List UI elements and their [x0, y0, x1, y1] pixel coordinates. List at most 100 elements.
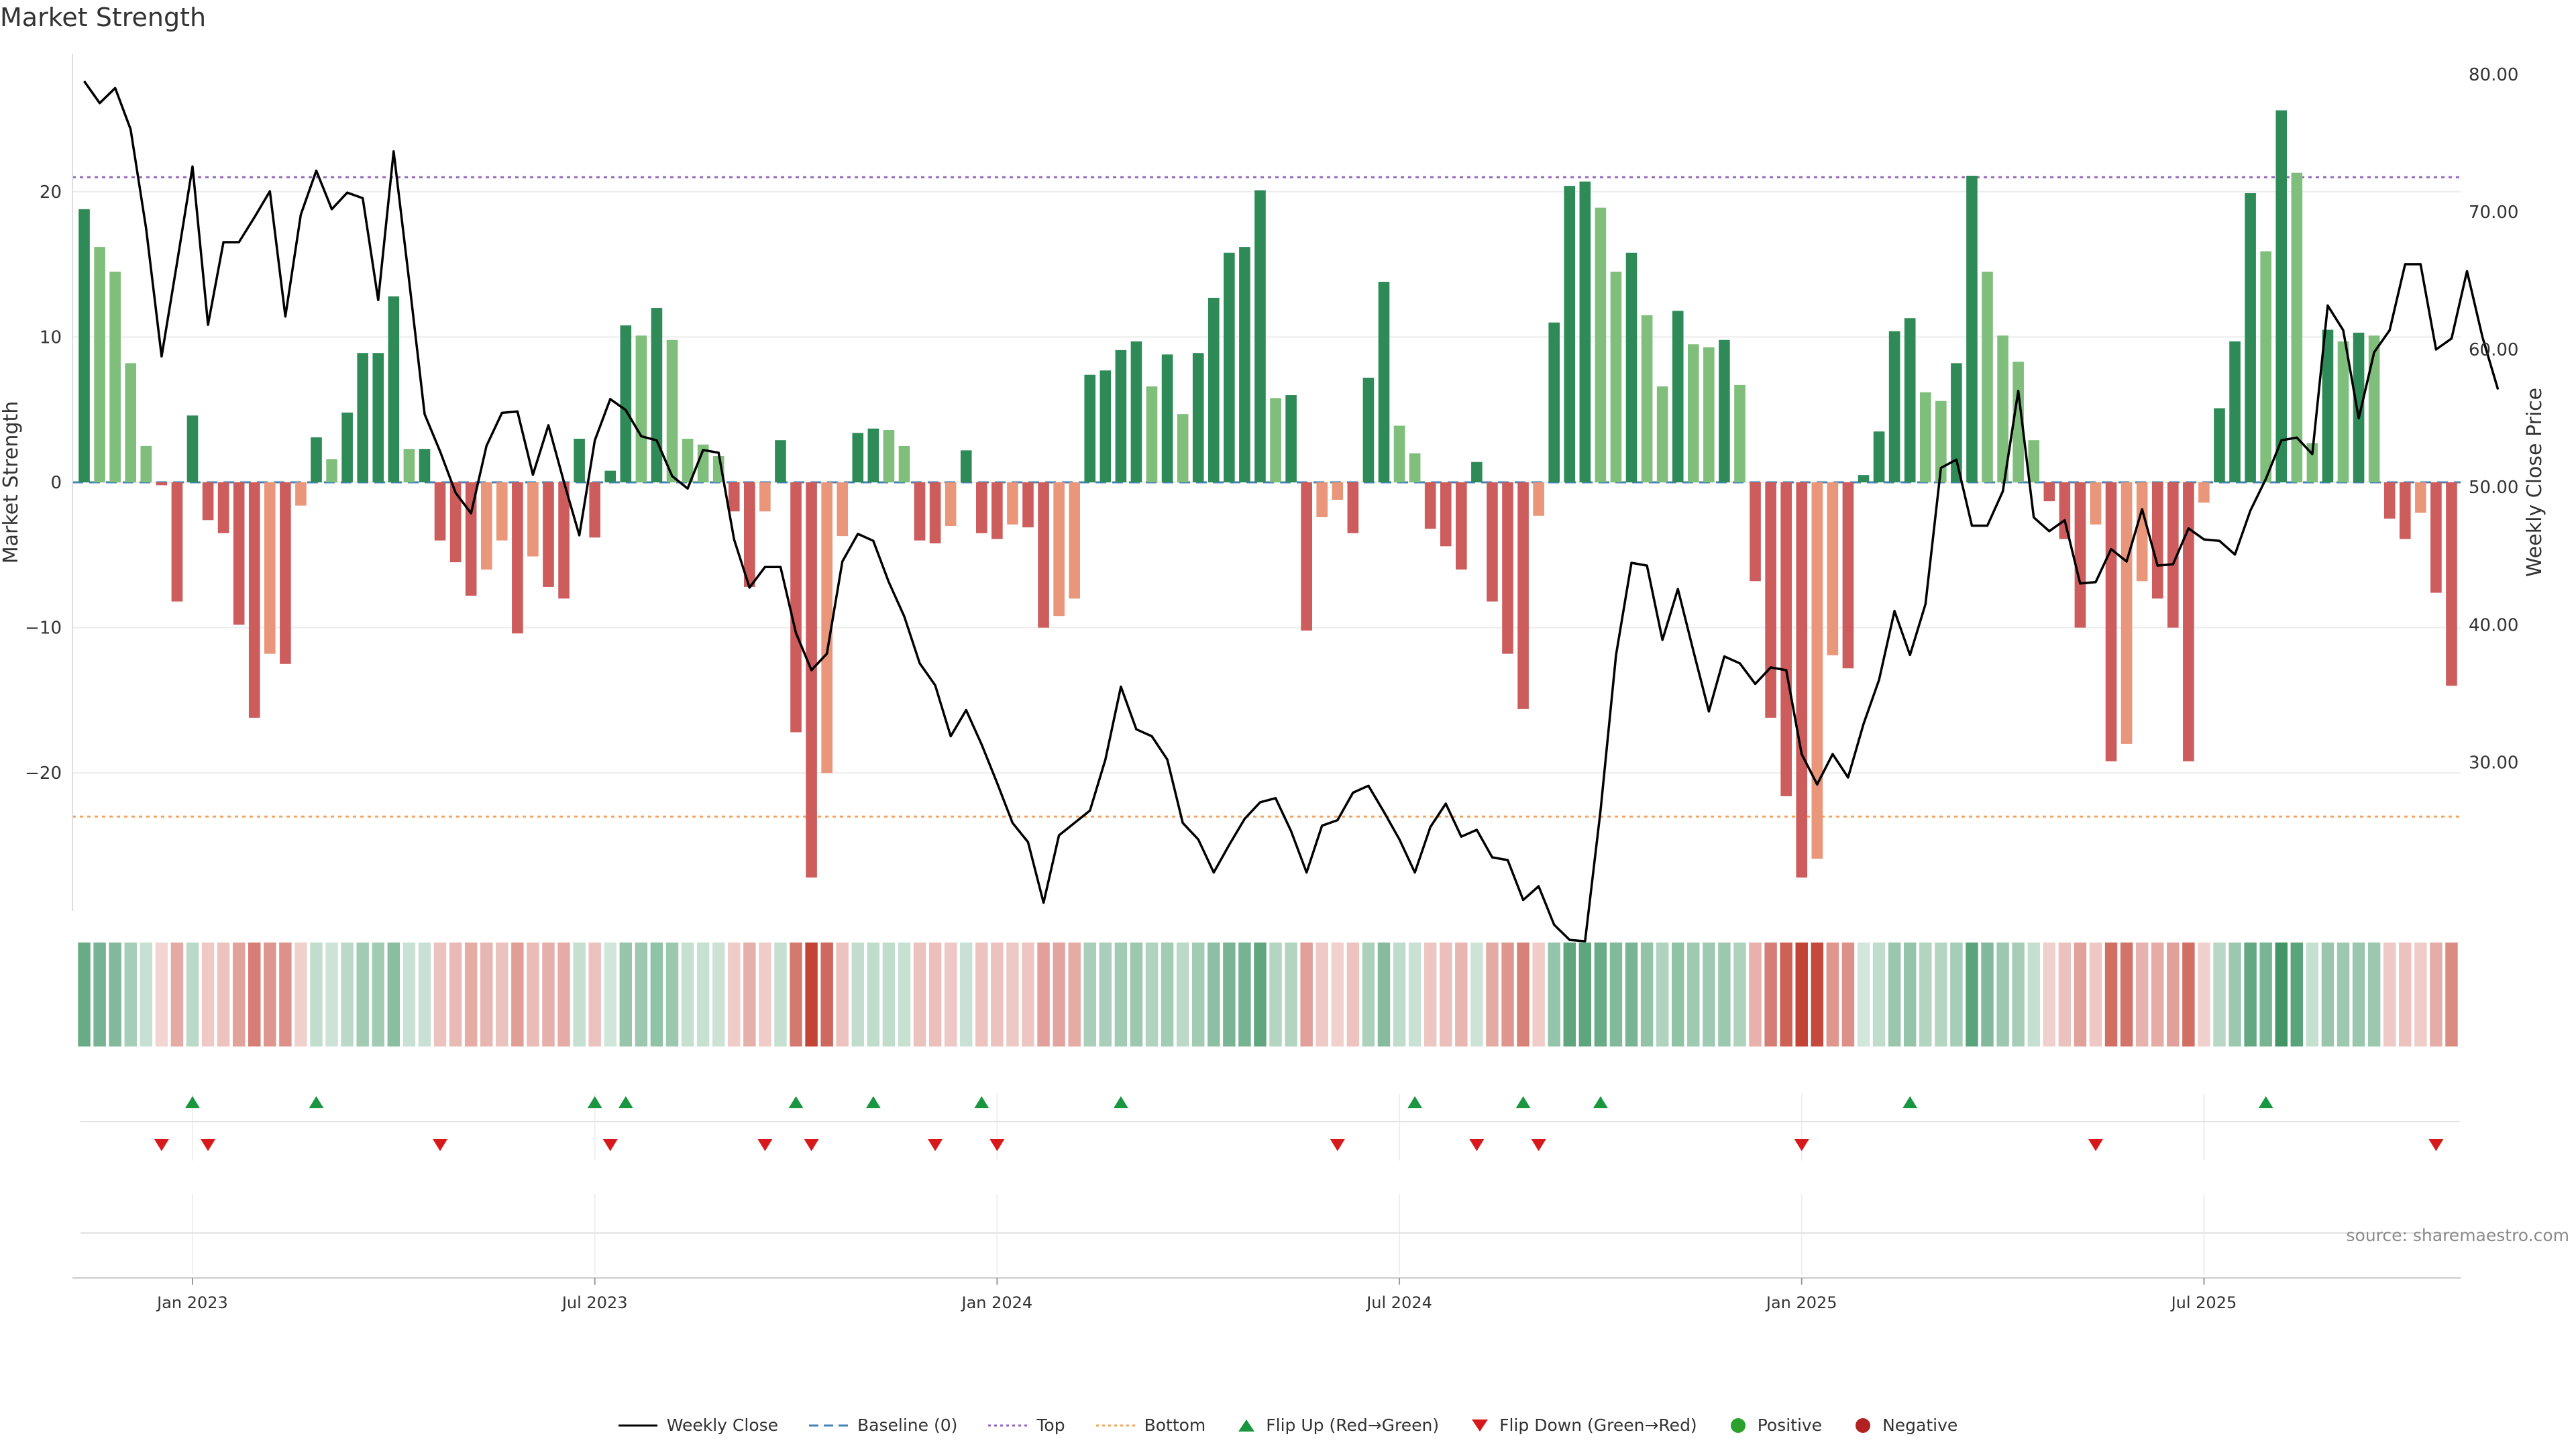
strength-bar	[2430, 482, 2442, 593]
heat-cell	[155, 943, 168, 1046]
y2-tick-label: 50.00	[2469, 478, 2518, 498]
legend-label: Baseline (0)	[857, 1415, 958, 1435]
heat-cell	[1470, 943, 1483, 1046]
strength-bar	[1719, 339, 1730, 482]
heat-cell	[1006, 943, 1019, 1046]
legend-label: Weekly Close	[666, 1415, 779, 1435]
strength-bar	[1084, 374, 1096, 482]
heat-cell	[2414, 943, 2427, 1046]
grid-lines	[72, 191, 2461, 1275]
strength-bar	[1409, 453, 1421, 482]
flip-down-marker	[154, 1139, 169, 1151]
x-tick-label: Jul 2023	[561, 1293, 628, 1312]
flip-down-marker	[201, 1139, 216, 1151]
strength-bar	[2368, 335, 2380, 482]
heat-cell	[805, 943, 818, 1046]
strength-bar	[140, 445, 152, 482]
heat-cell	[681, 943, 694, 1046]
reference-lines	[72, 176, 2461, 818]
dashed-line-swatch-icon	[809, 1424, 849, 1426]
x-tick-label: Jan 2024	[961, 1293, 1033, 1312]
heat-cell	[418, 943, 431, 1046]
heat-cell	[140, 943, 153, 1046]
heat-cell	[356, 943, 369, 1046]
y2-tick-label: 80.00	[2469, 65, 2518, 85]
heat-cell	[1223, 943, 1236, 1046]
heat-cell	[1145, 943, 1159, 1046]
heat-cell	[1671, 943, 1684, 1046]
heat-cell	[279, 943, 292, 1046]
heat-cell	[960, 943, 973, 1046]
strength-bar	[527, 482, 539, 557]
strength-bar	[1873, 431, 1885, 482]
heat-cell	[542, 943, 555, 1046]
heat-cell	[743, 943, 756, 1046]
strength-bar	[1192, 353, 1204, 482]
strength-bar	[2167, 482, 2179, 628]
heat-cell	[1903, 943, 1917, 1046]
heat-cell	[201, 943, 215, 1046]
flip-down-marker	[1794, 1139, 1809, 1151]
strength-bar	[1919, 392, 1931, 482]
heat-cell	[464, 943, 478, 1046]
strength-bar	[2043, 482, 2055, 502]
strength-bar	[651, 308, 663, 482]
legend-flip-up: Flip Up (Red→Green)	[1236, 1415, 1439, 1435]
strength-bar	[1487, 482, 1498, 602]
heat-cell	[480, 943, 493, 1046]
strength-heat-strip	[78, 943, 2458, 1046]
flip-down-marker	[433, 1139, 448, 1151]
strength-bar	[1471, 462, 1483, 482]
heat-cell	[1703, 943, 1715, 1046]
strength-bar	[2275, 110, 2288, 482]
strength-bar	[1440, 482, 1452, 547]
y2-tick-label: 60.00	[2469, 340, 2518, 360]
strength-bar	[883, 430, 895, 482]
strength-bar	[1951, 363, 1962, 482]
heat-cell	[1191, 943, 1205, 1046]
flip-up-marker	[865, 1096, 881, 1108]
heat-cell	[1981, 943, 1994, 1046]
legend-top: Top	[988, 1415, 1065, 1435]
strength-bar	[1687, 344, 1699, 482]
strength-bar	[496, 482, 508, 541]
y2-tick-label: 40.00	[2469, 615, 2518, 635]
strength-bar	[620, 325, 632, 482]
strength-bar	[574, 439, 585, 482]
triangle-up-icon	[1238, 1419, 1255, 1432]
heat-cell	[1841, 943, 1855, 1046]
strength-bar	[311, 437, 322, 482]
strength-bar	[775, 440, 786, 482]
heat-cell	[1919, 943, 1932, 1046]
heat-cell	[1996, 943, 2009, 1046]
flip-up-marker	[974, 1096, 989, 1108]
heat-cell	[2259, 943, 2272, 1046]
heat-cell	[1517, 943, 1529, 1046]
strength-bar	[2306, 443, 2318, 482]
strength-bar	[929, 482, 941, 543]
heat-cell	[2104, 943, 2118, 1046]
strength-bar	[806, 482, 817, 878]
legend-baseline: Baseline (0)	[809, 1415, 957, 1435]
heat-cell	[1099, 943, 1112, 1046]
heat-cell	[1300, 943, 1313, 1046]
strength-bar	[1610, 271, 1622, 482]
heat-cell	[1316, 943, 1328, 1046]
flip-down-marker	[2088, 1139, 2103, 1151]
strength-bar	[1332, 482, 1344, 500]
heat-cell	[1346, 943, 1360, 1046]
heat-cell	[1687, 943, 1700, 1046]
strength-bar	[2074, 482, 2086, 628]
strength-bar	[1130, 341, 1142, 482]
heat-cell	[1935, 943, 1947, 1046]
flip-up-marker	[587, 1096, 602, 1108]
heat-cell	[1950, 943, 1963, 1046]
heat-cell	[1424, 943, 1437, 1046]
strength-bar	[2105, 482, 2117, 761]
heat-cell	[1857, 943, 1870, 1046]
strength-bar	[589, 482, 600, 538]
strength-bar	[635, 335, 647, 482]
strength-bar	[558, 482, 570, 599]
strength-bar	[1270, 398, 1281, 482]
strength-bar	[1827, 482, 1839, 655]
